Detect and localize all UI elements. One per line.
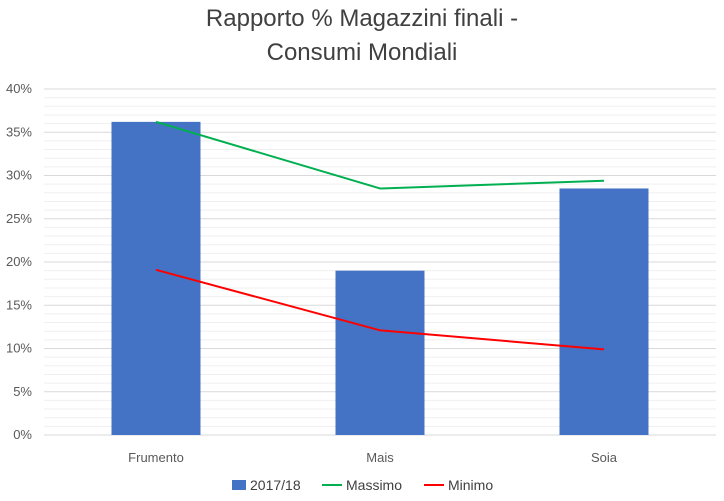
x-tick-label: Mais — [366, 450, 394, 465]
series-lines — [155, 120, 605, 351]
y-axis-ticks: 0% 5% 10% 15% 20% 25% 30% 35% 40% — [6, 81, 32, 442]
x-tick-label: Soia — [591, 450, 618, 465]
y-tick-label: 40% — [6, 81, 32, 96]
legend-swatch — [232, 480, 246, 490]
y-tick-label: 10% — [6, 341, 32, 356]
legend: 2017/18 Massimo Minimo — [232, 477, 493, 493]
y-tick-label: 15% — [6, 297, 32, 312]
y-tick-label: 25% — [6, 211, 32, 226]
bar — [335, 270, 425, 435]
series-line — [155, 268, 605, 351]
chart-title: Rapporto % Magazzini finali - Consumi Mo… — [0, 2, 724, 70]
x-axis-ticks: Frumento Mais Soia — [128, 450, 618, 465]
chart-title-line-2: Consumi Mondiali — [266, 39, 458, 66]
y-tick-label: 20% — [6, 254, 32, 269]
bars — [111, 121, 649, 436]
bar — [559, 188, 649, 435]
series-line — [155, 120, 605, 190]
x-tick-label: Frumento — [128, 450, 184, 465]
y-tick-label: 30% — [6, 168, 32, 183]
chart-title-line-1: Rapporto % Magazzini finali - — [205, 5, 519, 32]
y-tick-label: 0% — [13, 427, 32, 442]
legend-label: 2017/18 — [250, 477, 301, 493]
legend-label: Minimo — [448, 477, 493, 493]
y-tick-label: 5% — [13, 384, 32, 399]
legend-label: Massimo — [346, 477, 402, 493]
y-tick-label: 35% — [6, 124, 32, 139]
